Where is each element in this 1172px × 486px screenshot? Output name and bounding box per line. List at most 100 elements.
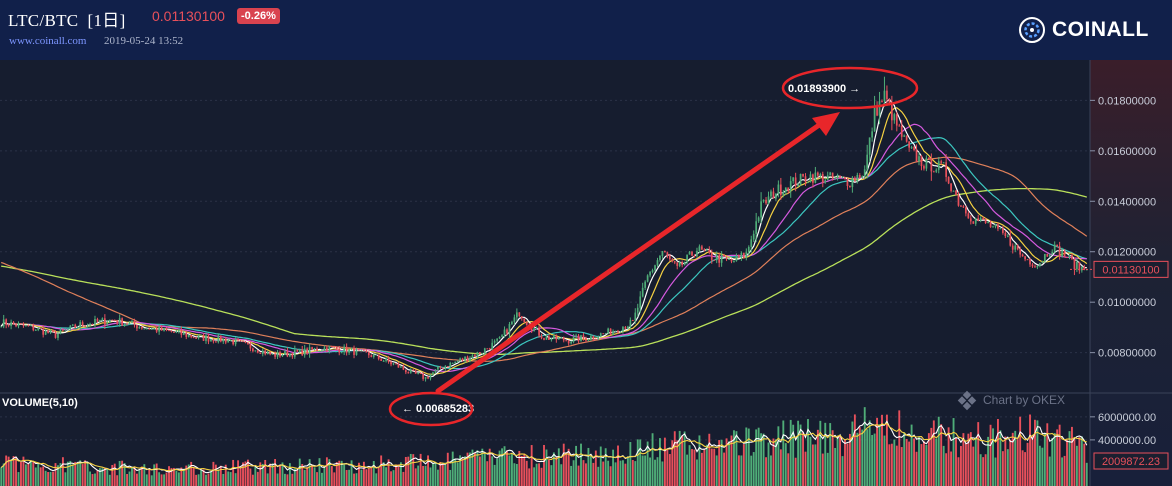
candle-body <box>760 201 762 218</box>
candle-body <box>629 319 632 327</box>
volume-bar <box>910 424 913 486</box>
volume-bar <box>493 464 496 486</box>
volume-bar <box>705 444 708 486</box>
volume-bar <box>836 436 839 486</box>
volume-bar <box>614 462 617 486</box>
volume-bar <box>972 446 975 486</box>
volume-bar <box>37 462 40 486</box>
volume-bar <box>239 468 242 486</box>
high-highlight-circle <box>781 66 919 110</box>
volume-bar <box>264 459 267 486</box>
candle-body <box>266 351 269 355</box>
candle-body <box>656 260 659 266</box>
candle-body <box>856 174 859 182</box>
candle-body <box>271 353 274 355</box>
volume-bar <box>44 470 47 486</box>
volume-bar <box>922 441 925 486</box>
volume-bar <box>683 431 686 486</box>
volume-bar <box>432 462 434 486</box>
candle-body <box>942 162 945 164</box>
volume-bar <box>622 460 624 486</box>
candle-body <box>355 349 358 355</box>
candle-body <box>853 177 856 182</box>
candle-body <box>812 174 814 183</box>
candle-body <box>945 162 948 177</box>
candle-body <box>654 265 656 271</box>
candle-body <box>106 322 109 325</box>
volume-bar <box>700 452 703 486</box>
candle-body <box>1053 244 1056 253</box>
candle-body <box>123 323 126 326</box>
candle-body <box>881 101 883 103</box>
candle-body <box>992 226 994 228</box>
volume-bar <box>503 446 506 486</box>
volume-bar <box>515 463 518 486</box>
candle-body <box>950 183 952 191</box>
candle-body <box>15 324 17 327</box>
volume-bar <box>797 420 800 486</box>
candle-body <box>444 366 447 369</box>
chart-area[interactable]: 0.00800000 0.01000000 0.01200000 0.01400000… <box>0 60 1172 486</box>
candle-body <box>804 176 807 183</box>
volume-bar <box>609 466 612 486</box>
volume-bar <box>202 469 205 486</box>
volume-bar <box>15 457 17 486</box>
candle-body <box>276 351 279 357</box>
candle-body <box>185 332 188 337</box>
candle-body <box>1046 254 1049 257</box>
volume-bar <box>962 433 965 486</box>
volume-bar <box>84 460 87 486</box>
volume-bar <box>392 470 395 486</box>
candle-body <box>1011 245 1014 250</box>
volume-bar <box>570 465 573 486</box>
volume-bar <box>254 466 257 486</box>
volume-bar <box>155 463 158 486</box>
site-link[interactable]: www.coinall.com <box>9 35 87 47</box>
candle-body <box>486 348 489 350</box>
volume-bar <box>804 451 807 486</box>
candle-body <box>345 346 348 353</box>
candle-body <box>789 181 792 192</box>
candle-body <box>284 351 286 356</box>
candle-body <box>343 346 346 353</box>
last-price-marker: 0.01130100 <box>1070 260 1169 278</box>
volume-bar <box>217 469 220 486</box>
candle-body <box>543 338 545 340</box>
volume-bar <box>399 462 402 486</box>
candle-body <box>321 350 323 352</box>
candle-body <box>555 334 558 340</box>
volume-ma10-line <box>0 422 1087 472</box>
candle-body <box>496 338 498 341</box>
ma20-line <box>0 123 1087 373</box>
candle-body <box>824 180 827 183</box>
volume-bar <box>747 428 750 486</box>
candle-body <box>661 251 664 256</box>
volume-bar <box>395 464 397 486</box>
candle-body <box>612 331 614 335</box>
candle-body <box>471 355 474 358</box>
candle-body <box>126 323 128 325</box>
volume-bar <box>821 453 824 486</box>
candle-body <box>54 331 57 338</box>
volume-bar <box>794 457 797 486</box>
candle-body <box>962 206 965 208</box>
volume-bar <box>535 463 538 486</box>
candle-body <box>483 348 486 353</box>
candle-body <box>254 350 257 352</box>
volume-bar <box>259 462 262 486</box>
candlestick-series <box>0 76 1088 382</box>
candle-body <box>895 114 898 126</box>
volume-bar <box>219 465 222 486</box>
candle-body <box>91 323 94 325</box>
candle-body <box>831 172 834 179</box>
candle-body <box>44 330 47 335</box>
volume-bar <box>947 427 950 486</box>
volume-bar <box>298 458 301 486</box>
volume-bar <box>436 469 439 486</box>
volume-bar <box>98 468 101 486</box>
volume-bar <box>86 462 89 486</box>
candle-body <box>947 176 950 184</box>
volume-bar <box>81 464 84 486</box>
volume-bar <box>967 433 970 486</box>
volume-bar <box>629 442 632 486</box>
